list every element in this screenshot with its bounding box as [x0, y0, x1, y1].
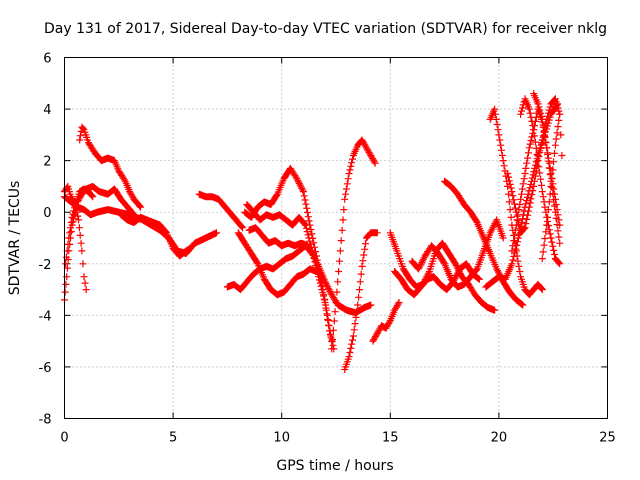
data-point-markers [386, 229, 499, 314]
y-tick-label: 2 [43, 155, 51, 170]
x-tick-label: 5 [169, 431, 177, 446]
series-arc-26 [530, 90, 564, 247]
y-tick-label: 6 [43, 52, 51, 67]
y-tick-label: 4 [43, 103, 51, 118]
series-arc-13 [241, 164, 336, 345]
series-arc-24 [508, 105, 564, 255]
series-arc-8 [195, 190, 247, 232]
series-arc-16 [369, 299, 403, 345]
series-arc-18 [391, 260, 483, 299]
data-point-markers [530, 90, 564, 247]
data-point-markers [241, 164, 336, 345]
data-points [61, 90, 566, 373]
series-arc-10 [234, 229, 320, 299]
y-tick-label: -6 [39, 361, 52, 376]
series-arc-14 [328, 136, 379, 353]
series-arc-15 [341, 229, 381, 373]
data-point-markers [76, 123, 144, 211]
y-tick-label: -2 [39, 258, 52, 273]
data-point-markers [341, 229, 381, 373]
x-tick-label: 25 [599, 431, 616, 446]
y-tick-label: 0 [43, 206, 51, 221]
y-tick-label: -4 [39, 309, 52, 324]
data-point-markers [508, 105, 564, 255]
chart-title: Day 131 of 2017, Sidereal Day-to-day VTE… [44, 21, 607, 37]
data-point-markers [245, 224, 316, 257]
series-arc-7 [117, 211, 194, 260]
data-point-markers [117, 211, 194, 260]
data-point-markers [195, 190, 247, 232]
data-point-markers [408, 216, 507, 291]
series-arc-19 [408, 216, 507, 291]
series-arc-11 [245, 224, 316, 257]
data-point-markers [234, 229, 320, 299]
grid-lines [64, 57, 608, 419]
x-axis-label: GPS time / hours [276, 458, 393, 474]
y-tick-label: -8 [39, 413, 52, 428]
x-tick-label: 10 [273, 431, 290, 446]
series-arc-23 [504, 95, 564, 237]
y-axis-label: SDTVAR / TECUs [7, 181, 23, 296]
data-point-markers [538, 110, 566, 263]
series-arc-27 [538, 110, 566, 263]
plot-frame [64, 57, 608, 419]
data-point-markers [328, 136, 379, 353]
data-point-markers [504, 95, 564, 237]
series-arc-17 [386, 229, 499, 314]
x-tick-label: 15 [382, 431, 399, 446]
series-arc-20 [441, 177, 527, 309]
x-tick-label: 0 [60, 431, 68, 446]
data-point-markers [441, 177, 527, 309]
data-point-markers [391, 260, 483, 299]
x-tick-label: 20 [491, 431, 508, 446]
series-arc-5 [76, 123, 144, 211]
data-point-markers [369, 299, 403, 345]
